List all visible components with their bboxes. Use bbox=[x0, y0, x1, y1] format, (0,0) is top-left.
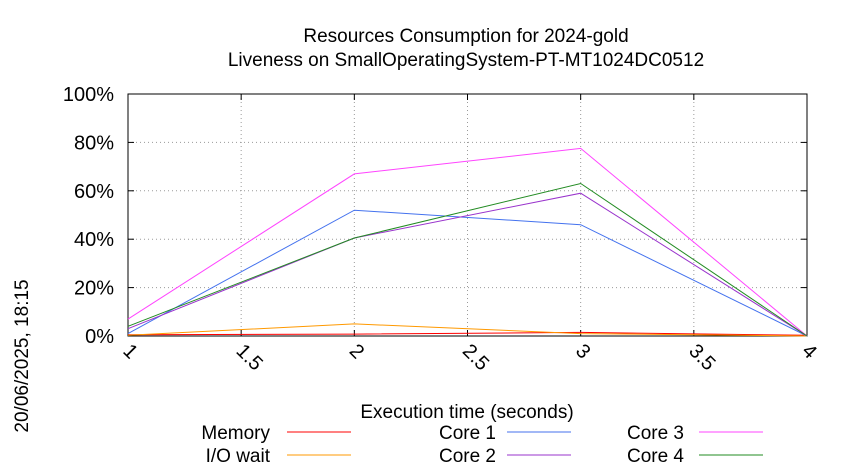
y-tick-label: 100% bbox=[63, 84, 114, 106]
y-tick-label: 40% bbox=[74, 229, 114, 251]
chart-title-line1: Resources Consumption for 2024-gold bbox=[303, 26, 628, 47]
legend-label: Memory bbox=[201, 423, 270, 444]
legend-label: Core 3 bbox=[627, 423, 684, 444]
x-tick-label: 1.5 bbox=[232, 340, 267, 375]
y-tick-label: 60% bbox=[74, 181, 114, 203]
series-line-core-4 bbox=[127, 182, 808, 337]
timestamp-label: 20/06/2025, 18:15 bbox=[12, 279, 33, 432]
x-tick-label: 1 bbox=[118, 340, 141, 363]
x-tick-label: 3 bbox=[571, 340, 594, 363]
series-line-core-2 bbox=[127, 192, 808, 337]
y-tick-label: 80% bbox=[74, 132, 114, 154]
legend-label: I/O wait bbox=[206, 446, 271, 467]
x-tick-label: 3.5 bbox=[684, 340, 719, 375]
series-line-i-o-wait bbox=[127, 323, 808, 337]
x-tick-label: 2.5 bbox=[458, 340, 493, 375]
legend-label: Core 4 bbox=[627, 446, 684, 467]
legend-label: Core 2 bbox=[439, 446, 496, 467]
chart-title-line2: Liveness on SmallOperatingSystem-PT-MT10… bbox=[228, 50, 704, 71]
legend-label: Core 1 bbox=[439, 423, 496, 444]
series-line-core-1 bbox=[127, 209, 808, 337]
series-line-memory bbox=[127, 331, 808, 336]
x-tick-label: 4 bbox=[797, 340, 820, 363]
x-tick-label: 2 bbox=[345, 340, 368, 363]
x-axis-label: Execution time (seconds) bbox=[360, 402, 573, 423]
grid-lines bbox=[128, 94, 807, 336]
y-tick-label: 20% bbox=[74, 278, 114, 300]
y-axis-ticks: 0% 20% 40% 60% 80% 100% bbox=[63, 84, 807, 348]
series-line-core-3 bbox=[127, 147, 808, 337]
y-tick-label: 0% bbox=[85, 326, 114, 348]
series-lines bbox=[127, 147, 808, 337]
